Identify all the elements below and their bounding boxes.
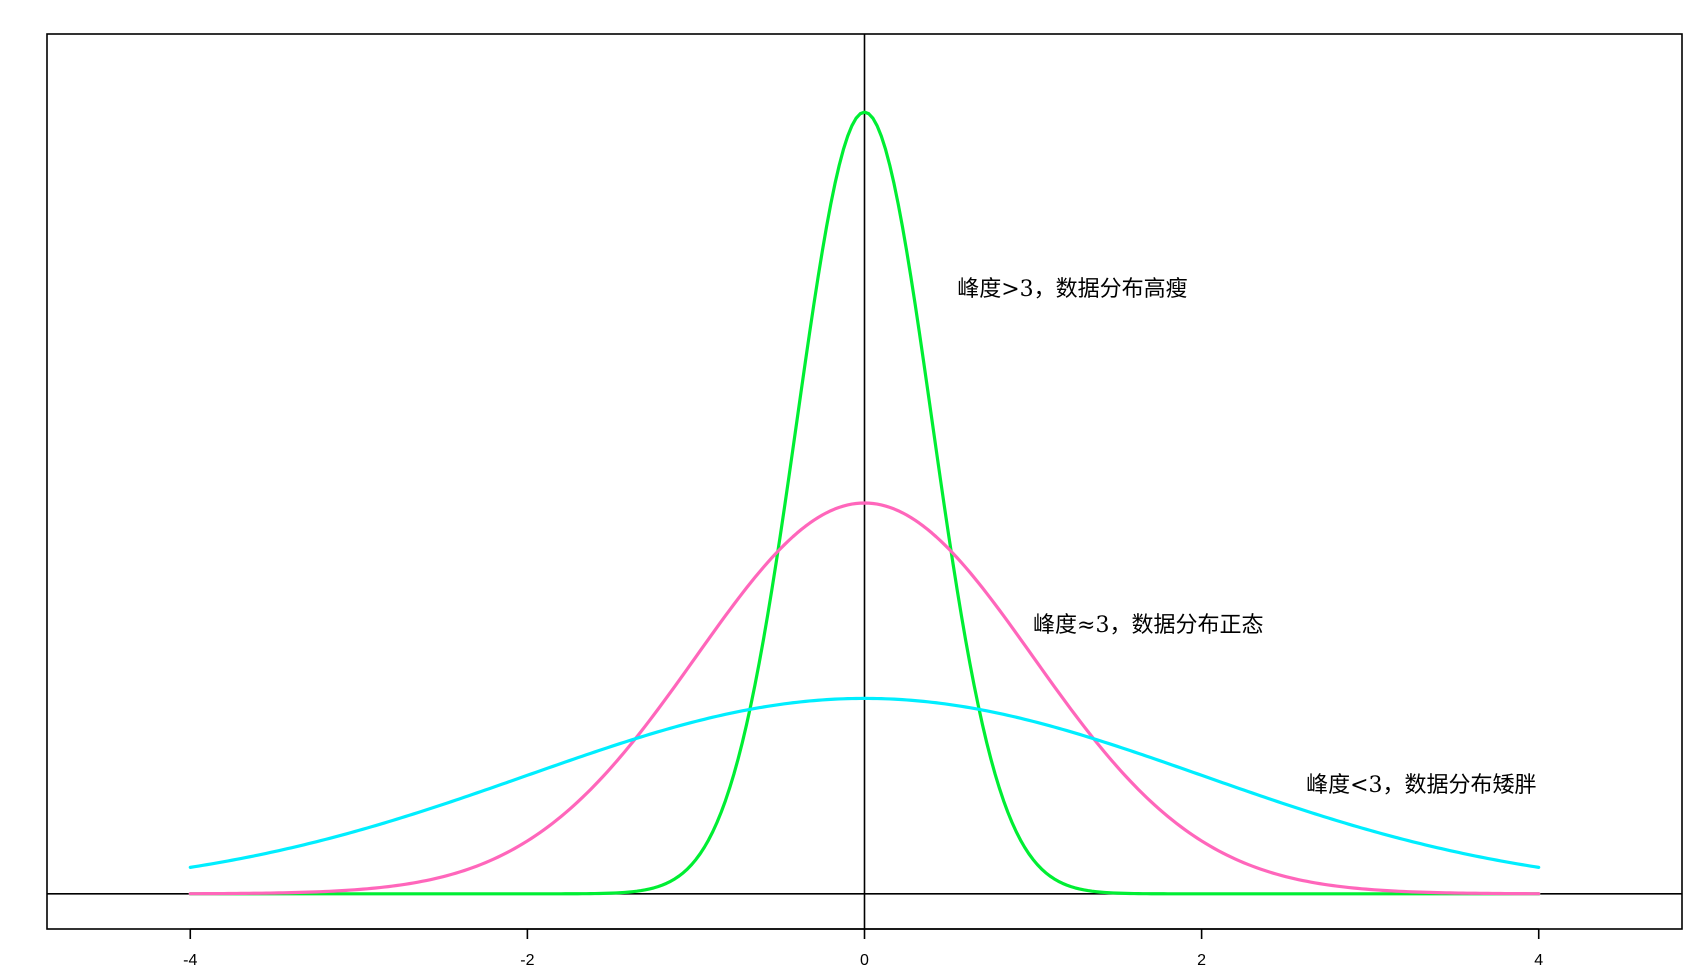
annotation-2: 峰度≈3，数据分布正态 (1033, 613, 1263, 638)
series-line-low-kurtosis (188, 696, 1541, 869)
annotation-3: 峰度<3，数据分布矮胖 (1306, 773, 1536, 798)
annotation-1: 峰度>3，数据分布高瘦 (957, 277, 1187, 302)
x-tick-label: 2 (1197, 952, 1206, 969)
series-line-high-kurtosis (188, 110, 1541, 896)
x-tick-label: -2 (520, 952, 534, 969)
series-line-normal (188, 501, 1541, 896)
x-tick-label: -4 (183, 952, 197, 969)
x-axis: -4 -2 0 2 4 (183, 928, 1543, 969)
series-group (188, 110, 1541, 896)
x-tick-label: 0 (860, 952, 869, 969)
x-tick-label: 4 (1534, 952, 1543, 969)
